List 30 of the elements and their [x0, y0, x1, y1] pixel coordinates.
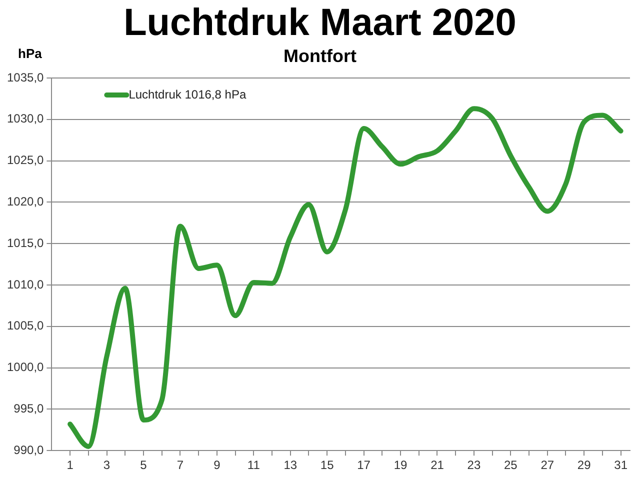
- y-tick-label: 1030,0: [7, 112, 44, 126]
- x-tick-label: 21: [430, 458, 444, 472]
- y-tick-label: 1035,0: [7, 70, 44, 84]
- y-tick-label: 995,0: [14, 402, 44, 416]
- x-tick-label: 29: [577, 458, 592, 472]
- legend-label: Luchtdruk 1016,8 hPa: [128, 87, 246, 102]
- y-tick-label: 1000,0: [7, 360, 44, 374]
- chart-title: Luchtdruk Maart 2020: [122, 2, 518, 45]
- y-tick-label: 990,0: [14, 442, 44, 457]
- x-tick-label: 15: [320, 458, 334, 472]
- x-tick-label: 17: [357, 458, 371, 472]
- y-axis-title: hPa: [18, 46, 42, 61]
- x-tick-label: 3: [103, 458, 110, 472]
- y-tick-label: 1010,0: [7, 277, 44, 292]
- x-tick-label: 23: [467, 458, 481, 472]
- x-tick-label: 9: [214, 458, 221, 472]
- chart-subtitle: Montfort: [284, 46, 356, 66]
- y-tick-label: 1020,0: [7, 194, 44, 209]
- y-tick-label: 1015,0: [7, 236, 44, 250]
- x-tick-label: 11: [247, 458, 260, 472]
- x-tick-label: 7: [176, 458, 184, 472]
- x-tick-label: 1: [66, 458, 74, 472]
- x-tick-label: 31: [614, 458, 628, 472]
- y-tick-label: 1005,0: [7, 318, 44, 333]
- x-tick-label: 5: [140, 458, 148, 472]
- x-tick-label: 27: [540, 458, 554, 472]
- x-tick-label: 13: [284, 458, 298, 472]
- y-tick-label: 1025,0: [7, 153, 44, 168]
- x-tick-label: 19: [394, 458, 408, 472]
- x-tick-label: 25: [504, 458, 518, 472]
